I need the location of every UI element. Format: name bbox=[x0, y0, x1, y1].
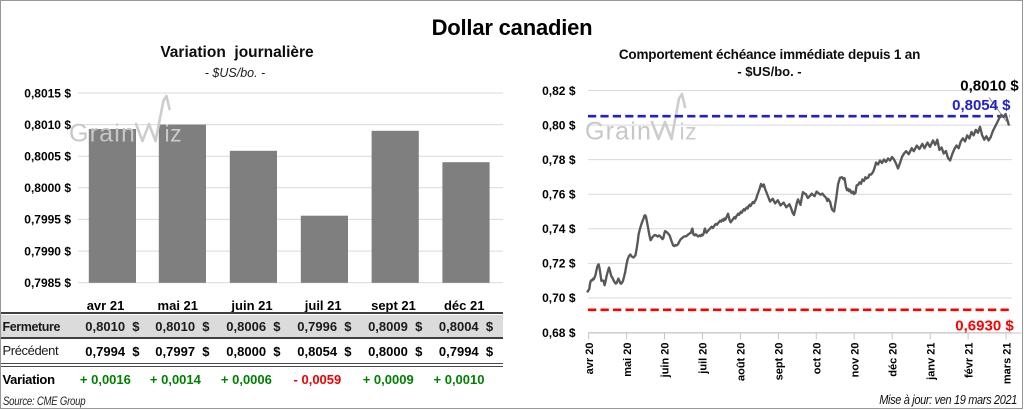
svg-text:févr 21: févr 21 bbox=[963, 343, 975, 378]
svg-text:0,8015 $: 0,8015 $ bbox=[24, 86, 71, 100]
svg-text:mai 21: mai 21 bbox=[158, 298, 198, 313]
svg-text:iz: iz bbox=[165, 121, 183, 147]
svg-text:0,82 $: 0,82 $ bbox=[542, 84, 576, 98]
svg-text:0,72 $: 0,72 $ bbox=[542, 257, 576, 271]
svg-text:0,68 $: 0,68 $ bbox=[542, 326, 576, 340]
svg-text:nov 20: nov 20 bbox=[849, 343, 861, 378]
svg-text:sept 21: sept 21 bbox=[371, 298, 416, 313]
svg-text:0,8054 $: 0,8054 $ bbox=[952, 97, 1011, 114]
svg-text:Grain: Grain bbox=[69, 120, 136, 148]
svg-text:avr 20: avr 20 bbox=[584, 343, 596, 375]
svg-text:mai 20: mai 20 bbox=[622, 343, 634, 377]
svg-text:juin 20: juin 20 bbox=[660, 343, 672, 379]
svg-text:0,8010 $: 0,8010 $ bbox=[960, 78, 1019, 95]
svg-text:août 20: août 20 bbox=[736, 343, 748, 382]
svg-text:0,6930 $: 0,6930 $ bbox=[955, 317, 1014, 334]
svg-text:mars 21: mars 21 bbox=[1001, 343, 1013, 385]
svg-text:déc 20: déc 20 bbox=[887, 343, 899, 377]
svg-text:avr 21: avr 21 bbox=[87, 298, 125, 313]
svg-text:0,74 $: 0,74 $ bbox=[542, 222, 576, 236]
svg-text:déc 21: déc 21 bbox=[444, 298, 484, 313]
svg-text:Grain: Grain bbox=[585, 118, 652, 146]
svg-text:juil 21: juil 21 bbox=[304, 298, 342, 313]
svg-text:juil 20: juil 20 bbox=[698, 343, 710, 375]
svg-text:sept 20: sept 20 bbox=[774, 343, 786, 381]
svg-text:iz: iz bbox=[680, 119, 698, 145]
svg-text:0,8005 $: 0,8005 $ bbox=[24, 150, 71, 164]
svg-text:0,7985 $: 0,7985 $ bbox=[24, 276, 71, 290]
svg-text:0,78 $: 0,78 $ bbox=[542, 153, 576, 167]
svg-text:0,7990 $: 0,7990 $ bbox=[24, 244, 71, 258]
svg-text:0,76 $: 0,76 $ bbox=[542, 188, 576, 202]
svg-text:oct 20: oct 20 bbox=[812, 343, 824, 375]
svg-text:0,80 $: 0,80 $ bbox=[542, 118, 576, 132]
svg-text:janv 21: janv 21 bbox=[925, 343, 937, 381]
svg-text:juin 21: juin 21 bbox=[230, 298, 272, 313]
svg-text:0,8010 $: 0,8010 $ bbox=[24, 118, 71, 132]
svg-text:0,70 $: 0,70 $ bbox=[542, 291, 576, 305]
svg-text:0,8000 $: 0,8000 $ bbox=[24, 181, 71, 195]
svg-text:0,7995 $: 0,7995 $ bbox=[24, 213, 71, 227]
